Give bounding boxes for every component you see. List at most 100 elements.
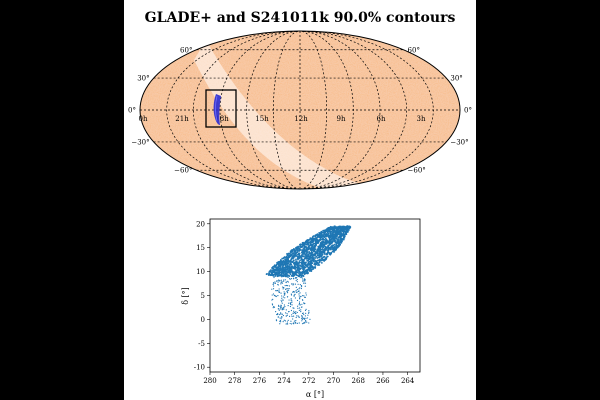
scatter-point (276, 280, 278, 282)
scatter-point (311, 256, 314, 259)
scatter-point (309, 243, 312, 246)
x-axis-label: α [°] (306, 390, 324, 399)
scatter-point (281, 297, 283, 299)
scatter-point (323, 231, 326, 234)
scatter-point (306, 321, 308, 323)
scatter-point (275, 319, 278, 321)
scatter-point (302, 317, 305, 319)
scatter-point (293, 261, 296, 264)
scatter-point (310, 268, 312, 271)
scatter-point (312, 239, 315, 242)
scatter-point (305, 252, 308, 255)
scatter-point (314, 235, 317, 238)
scatter-point (319, 239, 322, 241)
scatter-point (277, 295, 279, 297)
scatter-point (291, 300, 293, 302)
scatter-point (297, 283, 299, 285)
scatter-point (277, 281, 279, 283)
scatter-point (291, 255, 294, 258)
scatter-point (286, 314, 288, 316)
scatter-point (342, 227, 344, 230)
scatter-point (293, 295, 295, 297)
scatter-point (300, 257, 303, 260)
scatter-point (267, 274, 270, 277)
scatter-point (308, 322, 310, 324)
scatter-point (278, 290, 280, 292)
scatter-point (303, 244, 305, 246)
scatter-point (297, 307, 299, 309)
scatter-point (298, 316, 300, 318)
scatter-point (294, 291, 296, 293)
scatter-point (275, 269, 278, 272)
scatter-point (320, 241, 323, 244)
scatter-point (304, 282, 307, 284)
scatter-point (291, 304, 293, 306)
scatter-point (277, 265, 279, 268)
scatter-point (286, 280, 288, 282)
scatter-point (292, 283, 295, 285)
scatter-point (309, 252, 312, 255)
scatter-point (272, 283, 275, 285)
scatter-point (283, 291, 285, 293)
scatter-point (284, 305, 286, 308)
scatter-point (307, 314, 309, 316)
scatter-point (285, 312, 287, 314)
scatter-point (314, 254, 317, 256)
scatter-point (282, 299, 284, 301)
scatter-point (337, 240, 340, 243)
scatter-point (284, 320, 287, 322)
scatter-point (277, 262, 280, 265)
scatter-point (279, 320, 281, 322)
scatter-point (309, 260, 312, 263)
scatter-point (279, 280, 281, 282)
scatter-point (291, 272, 294, 275)
scatter-point (280, 268, 283, 271)
scatter-point (300, 287, 302, 290)
scatter-point (331, 244, 334, 247)
scatter-point (285, 323, 287, 325)
scatter-point (304, 280, 306, 282)
scatter-point (288, 299, 290, 301)
scatter-point (293, 320, 296, 322)
scatter-point (308, 250, 311, 253)
meridian-label: 6h (377, 115, 386, 123)
parallel-label-left: 0° (128, 107, 136, 115)
scatter-point (339, 239, 341, 242)
scatter-point (269, 269, 272, 272)
scatter-point (325, 228, 328, 231)
scatter-point (316, 257, 319, 259)
scatter-point (319, 249, 321, 252)
scatter-point (312, 259, 315, 262)
scatter-point (301, 259, 304, 262)
scatter-point (286, 266, 289, 269)
scatter-point (327, 241, 329, 244)
scatter-point (278, 279, 280, 281)
graticule (140, 31, 460, 189)
scatter-point (301, 277, 303, 279)
scatter-point (335, 241, 338, 244)
scatter-point (298, 255, 301, 258)
scatter-point (311, 241, 314, 244)
scatter-point (299, 243, 302, 246)
scatter-point (287, 319, 289, 322)
scatter-point (300, 251, 303, 254)
x-tick-label: 264 (401, 377, 415, 385)
scatter-point (309, 318, 311, 320)
scatter-point (320, 261, 323, 264)
scatter-point (296, 251, 299, 254)
scatter-point (286, 296, 289, 298)
scatter-point (315, 239, 318, 242)
scatter-point (301, 314, 303, 317)
scatter-point (291, 260, 294, 263)
scatter-point (294, 293, 296, 295)
scatter-point (304, 270, 307, 273)
scatter-point (272, 298, 274, 300)
scatter-point (283, 308, 285, 310)
scatter-point (283, 280, 285, 282)
scatter-point (345, 227, 348, 230)
scatter-point (301, 316, 303, 318)
scatter-point (302, 295, 304, 297)
scatter-point (295, 290, 297, 292)
scatter-point (310, 270, 313, 272)
scatter-point (281, 265, 284, 268)
